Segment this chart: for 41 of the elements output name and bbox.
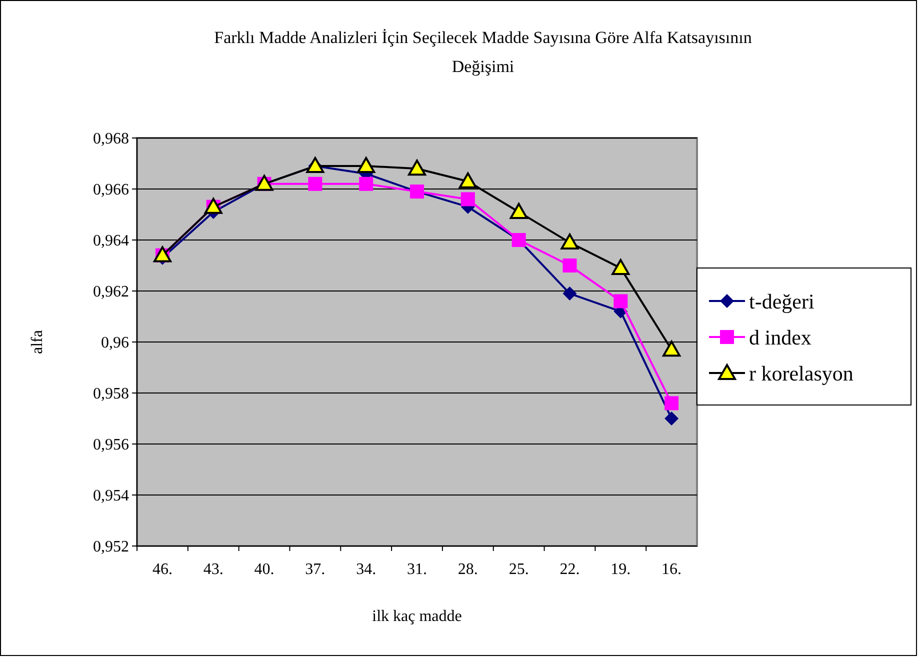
x-tick-label: 25. xyxy=(508,561,529,578)
point xyxy=(612,259,630,276)
y-tick-label: 0,958 xyxy=(93,386,129,403)
x-tick-label: 40. xyxy=(254,561,274,578)
y-tick-label: 0,968 xyxy=(93,130,129,148)
y-tick-label: 0,962 xyxy=(93,284,129,301)
point xyxy=(359,176,374,191)
point xyxy=(614,294,628,308)
x-tick-label: 22. xyxy=(560,561,580,578)
x-tick-label: 43. xyxy=(203,561,224,578)
y-tick-label: 0,954 xyxy=(93,488,129,505)
y-tick-label: 0,956 xyxy=(93,436,129,454)
legend-label: r korelasyon xyxy=(749,361,854,386)
point xyxy=(408,160,426,176)
point xyxy=(357,157,376,174)
x-tick-label: 34. xyxy=(356,561,376,578)
legend-label: d index xyxy=(749,325,812,350)
point xyxy=(662,340,681,357)
x-axis-title: ilk kaç madde xyxy=(372,608,462,625)
y-tick-label: 0,952 xyxy=(93,538,129,556)
point xyxy=(510,202,528,219)
point xyxy=(562,286,577,301)
x-tick-label: 37. xyxy=(305,561,326,578)
legend-label: t-değeri xyxy=(749,289,814,314)
x-tick-label: 28. xyxy=(458,561,478,578)
point xyxy=(562,258,577,272)
x-tick-label: 31. xyxy=(407,561,427,578)
point xyxy=(664,412,679,426)
point xyxy=(308,176,322,191)
y-tick-label: 0,964 xyxy=(93,232,129,250)
y-axis-title: alfa xyxy=(29,330,46,354)
point xyxy=(560,234,579,250)
x-tick-label: 46. xyxy=(152,561,172,578)
point xyxy=(460,192,475,206)
x-tick-label: 19. xyxy=(610,561,631,578)
chart-title: Farklı Madde Analizleri İçin Seçilecek Madde Sayısına Göre Alfa Katsayısının Değişimi xyxy=(214,28,752,76)
y-tick-label: 0,966 xyxy=(93,182,129,199)
y-tick-label: 0,96 xyxy=(101,334,129,352)
x-tick-label: 16. xyxy=(662,561,682,578)
point xyxy=(664,396,679,410)
point xyxy=(458,172,477,188)
